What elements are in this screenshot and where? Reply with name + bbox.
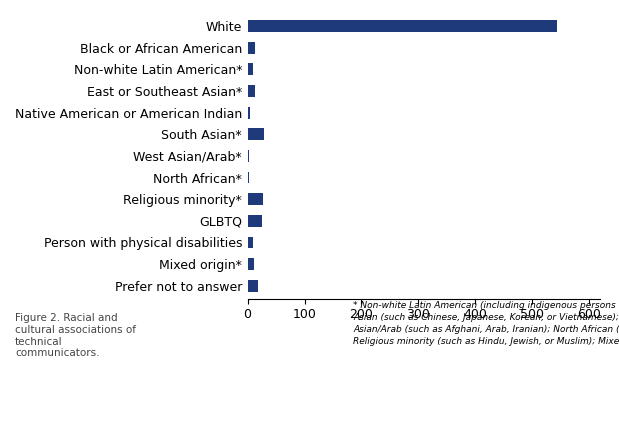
Bar [248, 107, 250, 119]
Bar [248, 215, 262, 227]
Bar [248, 128, 264, 140]
Bar [248, 280, 258, 292]
Bar [248, 20, 556, 32]
Bar [248, 42, 255, 54]
Bar [248, 193, 263, 205]
Bar [248, 258, 254, 270]
Text: * Non-white Latin American (including indigenous persons from Central and South : * Non-white Latin American (including in… [353, 301, 619, 346]
Bar [248, 236, 253, 249]
Text: Figure 2. Racial and
cultural associations of
technical
communicators.: Figure 2. Racial and cultural associatio… [15, 313, 136, 358]
Bar [248, 171, 249, 184]
Bar [248, 63, 253, 75]
Bar [248, 150, 249, 162]
Bar [248, 85, 255, 97]
